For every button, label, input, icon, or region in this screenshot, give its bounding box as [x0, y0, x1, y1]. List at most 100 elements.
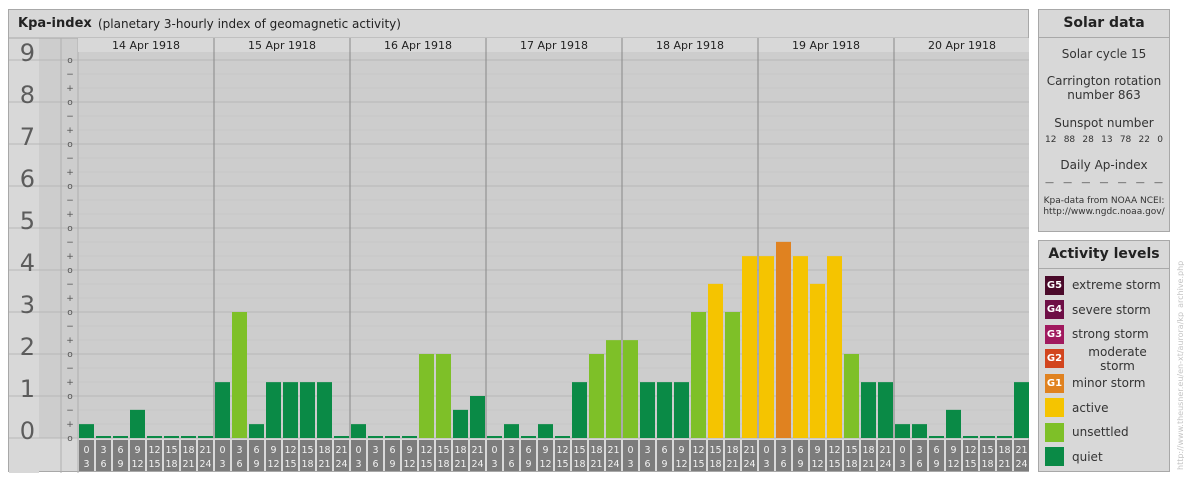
day-label: 14 Apr 1918: [112, 39, 180, 52]
time-label-box: [368, 440, 383, 471]
minor-tick-label: +: [66, 210, 74, 220]
interval-end-label: 24: [879, 459, 891, 470]
sunspot-value: 22: [1138, 135, 1150, 145]
kp-bar: [249, 424, 264, 438]
interval-start-label: 15: [573, 445, 585, 456]
interval-start-label: 6: [797, 445, 803, 456]
minor-tick-label: o: [67, 56, 73, 66]
legend-item: G1 minor storm: [1045, 371, 1163, 396]
interval-start-label: 21: [879, 445, 891, 456]
legend-swatch: [1045, 422, 1064, 442]
kp-bar: [368, 436, 383, 438]
interval-end-label: 9: [661, 459, 667, 470]
interval-end-label: 15: [692, 459, 704, 470]
legend-label: unsettled: [1072, 425, 1129, 440]
interval-start-label: 0: [219, 445, 225, 456]
interval-start-label: 21: [199, 445, 211, 456]
time-label-box: [980, 440, 995, 471]
legend-item: G4 severe storm: [1045, 298, 1163, 323]
time-label-box: [113, 440, 128, 471]
time-label-box: [674, 440, 689, 471]
kp-bar: [980, 436, 995, 438]
ap-index-value: —: [1135, 178, 1145, 188]
interval-end-label: 3: [491, 459, 497, 470]
interval-end-label: 21: [998, 459, 1010, 470]
y-tick-label: 7: [20, 123, 35, 151]
kp-bar: [300, 382, 315, 438]
time-label-box: [657, 440, 672, 471]
minor-tick-label: +: [66, 126, 74, 136]
legend-label: extreme storm: [1072, 278, 1161, 293]
interval-start-label: 6: [389, 445, 395, 456]
interval-end-label: 12: [403, 459, 415, 470]
kp-bar: [402, 436, 417, 438]
ap-index-label: Daily Ap-index: [1060, 158, 1148, 172]
interval-start-label: 6: [253, 445, 259, 456]
time-label-box: [164, 440, 179, 471]
legend-item: active: [1045, 396, 1163, 421]
interval-end-label: 9: [117, 459, 123, 470]
time-label-box: [861, 440, 876, 471]
time-label-box: [946, 440, 961, 471]
day-label: 18 Apr 1918: [656, 39, 724, 52]
interval-start-label: 15: [709, 445, 721, 456]
kp-bar: [793, 256, 808, 438]
interval-end-label: 24: [743, 459, 755, 470]
minor-tick-label: +: [66, 294, 74, 304]
interval-end-label: 9: [389, 459, 395, 470]
kp-bar: [232, 312, 247, 438]
interval-end-label: 15: [420, 459, 432, 470]
interval-start-label: 9: [134, 445, 140, 456]
kp-bar: [572, 382, 587, 438]
kp-bar: [878, 382, 893, 438]
interval-end-label: 3: [763, 459, 769, 470]
interval-end-label: 18: [165, 459, 177, 470]
interval-start-label: 21: [743, 445, 755, 456]
kp-bar: [385, 436, 400, 438]
interval-start-label: 6: [117, 445, 123, 456]
time-label-box: [249, 440, 264, 471]
day-label: 17 Apr 1918: [520, 39, 588, 52]
interval-end-label: 18: [709, 459, 721, 470]
time-label-box: [759, 440, 774, 471]
kp-bar: [810, 283, 825, 438]
time-label-box: [419, 440, 434, 471]
legend-label: quiet: [1072, 449, 1103, 464]
minor-tick-label: −: [66, 322, 74, 332]
legend-label: severe storm: [1072, 302, 1151, 317]
sunspot-value: 13: [1101, 135, 1113, 145]
interval-end-label: 21: [726, 459, 738, 470]
kp-bar: [198, 436, 213, 438]
kp-bar: [946, 409, 961, 438]
interval-end-label: 24: [1015, 459, 1027, 470]
time-label-box: [1014, 440, 1029, 471]
ap-index-value: —: [1099, 178, 1109, 188]
kp-bar: [589, 354, 604, 438]
interval-start-label: 12: [284, 445, 296, 456]
time-label-box: [351, 440, 366, 471]
carrington-rotation-label: Carrington rotation: [1046, 74, 1162, 88]
legend-label: moderate storm: [1088, 344, 1147, 373]
time-label-box: [147, 440, 162, 471]
interval-end-label: 12: [947, 459, 959, 470]
interval-end-label: 6: [236, 459, 242, 470]
minor-tick-label: +: [66, 378, 74, 388]
interval-end-label: 18: [573, 459, 585, 470]
interval-start-label: 6: [661, 445, 667, 456]
interval-start-label: 9: [814, 445, 820, 456]
watermark: http://www.theusner.eu/en-xt/aurora/kp_a…: [1176, 260, 1184, 470]
solar-cycle: Solar cycle 15: [1061, 47, 1147, 61]
time-label-box: [997, 440, 1012, 471]
y-tick-label: 3: [20, 291, 35, 319]
minor-tick-label: −: [66, 154, 74, 164]
kp-band: [39, 38, 1029, 438]
source-link[interactable]: http://www.ngdc.noaa.gov/: [1043, 207, 1165, 217]
time-label-box: [504, 440, 519, 471]
interval-start-label: 18: [726, 445, 738, 456]
interval-start-label: 12: [828, 445, 840, 456]
interval-end-label: 9: [253, 459, 259, 470]
interval-start-label: 15: [165, 445, 177, 456]
legend-item: unsettled: [1045, 420, 1163, 445]
minor-tick-label: o: [67, 392, 73, 402]
sunspot-value: 28: [1082, 135, 1094, 145]
